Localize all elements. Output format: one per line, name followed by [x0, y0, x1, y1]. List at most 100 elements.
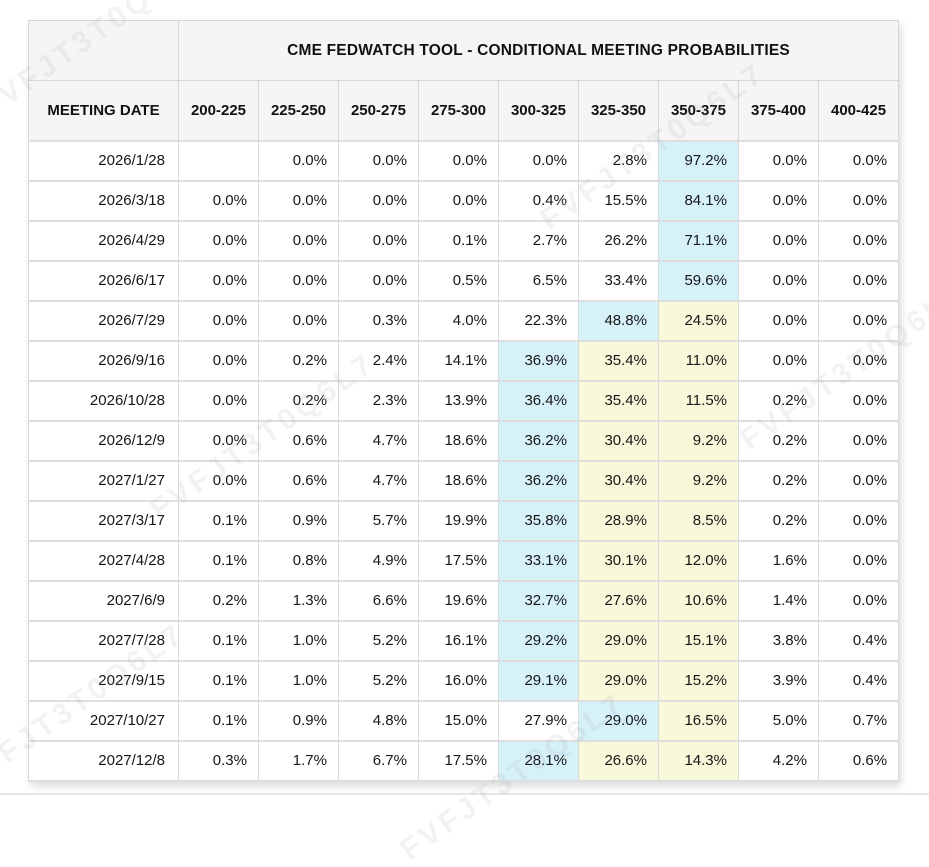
probability-cell: 9.2% — [658, 459, 739, 502]
probability-cell: 16.5% — [658, 699, 739, 742]
probability-cell: 15.0% — [418, 699, 499, 742]
probability-cell: 14.3% — [658, 739, 739, 782]
probability-cell: 0.0% — [418, 179, 499, 222]
probability-cell: 0.0% — [258, 219, 339, 262]
probability-cell: 32.7% — [498, 579, 579, 622]
probability-cell: 0.0% — [178, 219, 259, 262]
probability-cell: 15.1% — [658, 619, 739, 662]
probability-cell: 13.9% — [418, 379, 499, 422]
fedwatch-probabilities-table: CME FEDWATCH TOOL - CONDITIONAL MEETING … — [28, 20, 900, 782]
probability-cell: 4.7% — [338, 419, 419, 462]
probability-cell: 27.6% — [578, 579, 659, 622]
meeting-date-cell: 2027/3/17 — [28, 499, 179, 542]
probability-cell: 84.1% — [658, 179, 739, 222]
probability-cell: 1.0% — [258, 659, 339, 702]
meeting-date-cell: 2027/9/15 — [28, 659, 179, 702]
probability-cell: 0.0% — [418, 139, 499, 182]
probability-cell: 0.0% — [817, 379, 900, 422]
probability-cell: 36.9% — [498, 339, 579, 382]
probability-cell: 0.3% — [338, 299, 419, 342]
probability-cell: 36.2% — [498, 419, 579, 462]
probability-cell: 29.0% — [578, 699, 659, 742]
meeting-date-cell: 2026/9/16 — [28, 339, 179, 382]
probability-cell: 0.0% — [738, 219, 819, 262]
rate-range-header: 350-375 — [658, 80, 739, 141]
probability-cell: 59.6% — [658, 259, 739, 302]
probability-cell: 0.1% — [178, 499, 259, 542]
rate-range-header: 300-325 — [498, 80, 579, 141]
probability-cell: 0.0% — [338, 179, 419, 222]
probability-cell: 35.4% — [578, 339, 659, 382]
rate-range-header: 275-300 — [418, 80, 499, 141]
probability-cell: 0.0% — [817, 459, 900, 502]
probability-cell: 0.0% — [817, 339, 900, 382]
probability-cell: 5.0% — [738, 699, 819, 742]
probability-cell: 0.0% — [817, 299, 900, 342]
probability-cell: 30.4% — [578, 419, 659, 462]
probability-cell: 14.1% — [418, 339, 499, 382]
meeting-date-cell: 2027/4/28 — [28, 539, 179, 582]
probability-cell: 18.6% — [418, 419, 499, 462]
probability-cell: 35.8% — [498, 499, 579, 542]
table-row: 2027/12/8 0.3% 1.7% 6.7% 17.5% 28.1% 26.6% 14.3… — [28, 739, 900, 782]
probability-cell: 29.2% — [498, 619, 579, 662]
corner-cell — [28, 20, 179, 81]
probability-cell: 4.2% — [738, 739, 819, 782]
probability-cell: 0.0% — [738, 339, 819, 382]
probability-cell — [178, 139, 259, 182]
probability-cell: 97.2% — [658, 139, 739, 182]
probability-cell: 0.1% — [178, 699, 259, 742]
probability-cell: 2.7% — [498, 219, 579, 262]
probability-cell: 0.0% — [258, 179, 339, 222]
probability-cell: 4.7% — [338, 459, 419, 502]
table-row: 2027/3/17 0.1% 0.9% 5.7% 19.9% 35.8% 28.9% 8.5%… — [28, 499, 900, 542]
probability-cell: 0.6% — [258, 419, 339, 462]
rate-range-header: 250-275 — [338, 80, 419, 141]
probability-cell: 0.0% — [817, 139, 900, 182]
probability-cell: 4.9% — [338, 539, 419, 582]
probability-cell: 0.0% — [817, 219, 900, 262]
probability-cell: 0.0% — [817, 259, 900, 302]
probability-cell: 71.1% — [658, 219, 739, 262]
probability-cell: 11.0% — [658, 339, 739, 382]
table-row: 2027/4/28 0.1% 0.8% 4.9% 17.5% 33.1% 30.1% 12.0… — [28, 539, 900, 582]
probability-cell: 0.1% — [178, 659, 259, 702]
probability-cell: 29.1% — [498, 659, 579, 702]
probability-cell: 33.1% — [498, 539, 579, 582]
table-row: 2026/10/28 0.0% 0.2% 2.3% 13.9% 36.4% 35.4% 11.… — [28, 379, 900, 422]
probability-cell: 8.5% — [658, 499, 739, 542]
meeting-date-cell: 2026/3/18 — [28, 179, 179, 222]
meeting-date-cell: 2026/12/9 — [28, 419, 179, 462]
probability-cell: 0.0% — [338, 259, 419, 302]
probability-cell: 0.0% — [178, 299, 259, 342]
probability-cell: 1.6% — [738, 539, 819, 582]
probability-cell: 0.0% — [338, 219, 419, 262]
probability-cell: 0.0% — [498, 139, 579, 182]
table-row: 2027/6/9 0.2% 1.3% 6.6% 19.6% 32.7% 27.6% 10.6%… — [28, 579, 900, 622]
table-row: 2027/1/27 0.0% 0.6% 4.7% 18.6% 36.2% 30.4% 9.2%… — [28, 459, 900, 502]
table-row: 2026/7/29 0.0% 0.0% 0.3% 4.0% 22.3% 48.8% 24.5%… — [28, 299, 900, 342]
probability-cell: 0.9% — [258, 499, 339, 542]
probability-cell: 2.8% — [578, 139, 659, 182]
probability-cell: 0.0% — [258, 139, 339, 182]
meeting-date-cell: 2026/1/28 — [28, 139, 179, 182]
fedwatch-table-card: CME FEDWATCH TOOL - CONDITIONAL MEETING … — [28, 20, 900, 782]
probability-cell: 16.1% — [418, 619, 499, 662]
probability-cell: 16.0% — [418, 659, 499, 702]
table-title: CME FEDWATCH TOOL - CONDITIONAL MEETING … — [177, 20, 900, 81]
probability-cell: 0.0% — [817, 579, 900, 622]
probability-cell: 0.0% — [817, 499, 900, 542]
table-row: 2026/3/18 0.0% 0.0% 0.0% 0.0% 0.4% 15.5% 84.1% 0… — [28, 179, 900, 222]
meeting-date-cell: 2026/7/29 — [28, 299, 179, 342]
meeting-date-cell: 2027/12/8 — [28, 739, 179, 782]
probability-cell: 1.3% — [258, 579, 339, 622]
probability-cell: 15.5% — [578, 179, 659, 222]
rate-range-header: 225-250 — [258, 80, 339, 141]
probability-cell: 2.3% — [338, 379, 419, 422]
probability-cell: 24.5% — [658, 299, 739, 342]
probability-cell: 22.3% — [498, 299, 579, 342]
meeting-date-cell: 2027/7/28 — [28, 619, 179, 662]
probability-cell: 0.0% — [738, 299, 819, 342]
table-row: 2027/7/28 0.1% 1.0% 5.2% 16.1% 29.2% 29.0% 15.1… — [28, 619, 900, 662]
meeting-date-column-header: MEETING DATE — [28, 80, 179, 141]
